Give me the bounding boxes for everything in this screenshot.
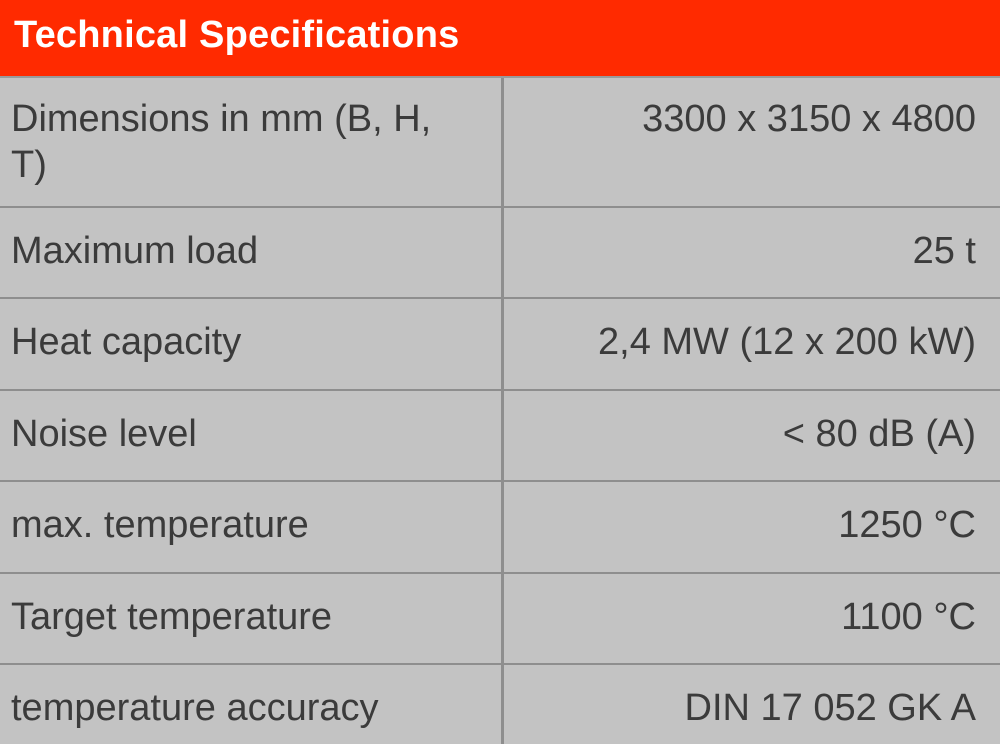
- row-label: Heat capacity: [11, 321, 242, 363]
- row-value: 2,4 MW (12 x 200 kW): [598, 321, 976, 363]
- row-value: 25 t: [912, 230, 976, 272]
- header-bar: Technical Specifications: [0, 0, 1000, 78]
- table-row: temperature accuracy DIN 17 052 GK A: [0, 665, 1000, 744]
- spec-table: Dimensions in mm (B, H, T) 3300 x 3150 x…: [0, 78, 1000, 744]
- row-value: 1250 °C: [838, 504, 976, 546]
- column-divider: [501, 78, 504, 744]
- row-value: DIN 17 052 GK A: [684, 687, 977, 729]
- row-label: temperature accuracy: [11, 687, 379, 729]
- table-row: max. temperature 1250 °C: [0, 482, 1000, 574]
- table-row: Dimensions in mm (B, H, T) 3300 x 3150 x…: [0, 78, 1000, 208]
- row-label: Dimensions in mm (B, H, T): [11, 98, 432, 186]
- row-label: Noise level: [11, 413, 197, 455]
- row-label: max. temperature: [11, 504, 309, 546]
- page-title: Technical Specifications: [14, 14, 460, 56]
- row-value: < 80 dB (A): [782, 413, 976, 455]
- table-row: Target temperature 1100 °C: [0, 574, 1000, 665]
- row-label: Maximum load: [11, 230, 259, 272]
- row-value: 3300 x 3150 x 4800: [642, 98, 976, 140]
- table-row: Maximum load 25 t: [0, 208, 1000, 299]
- row-value: 1100 °C: [841, 596, 976, 638]
- table-row: Heat capacity 2,4 MW (12 x 200 kW): [0, 299, 1000, 391]
- table-row: Noise level < 80 dB (A): [0, 391, 1000, 482]
- row-label: Target temperature: [11, 596, 333, 638]
